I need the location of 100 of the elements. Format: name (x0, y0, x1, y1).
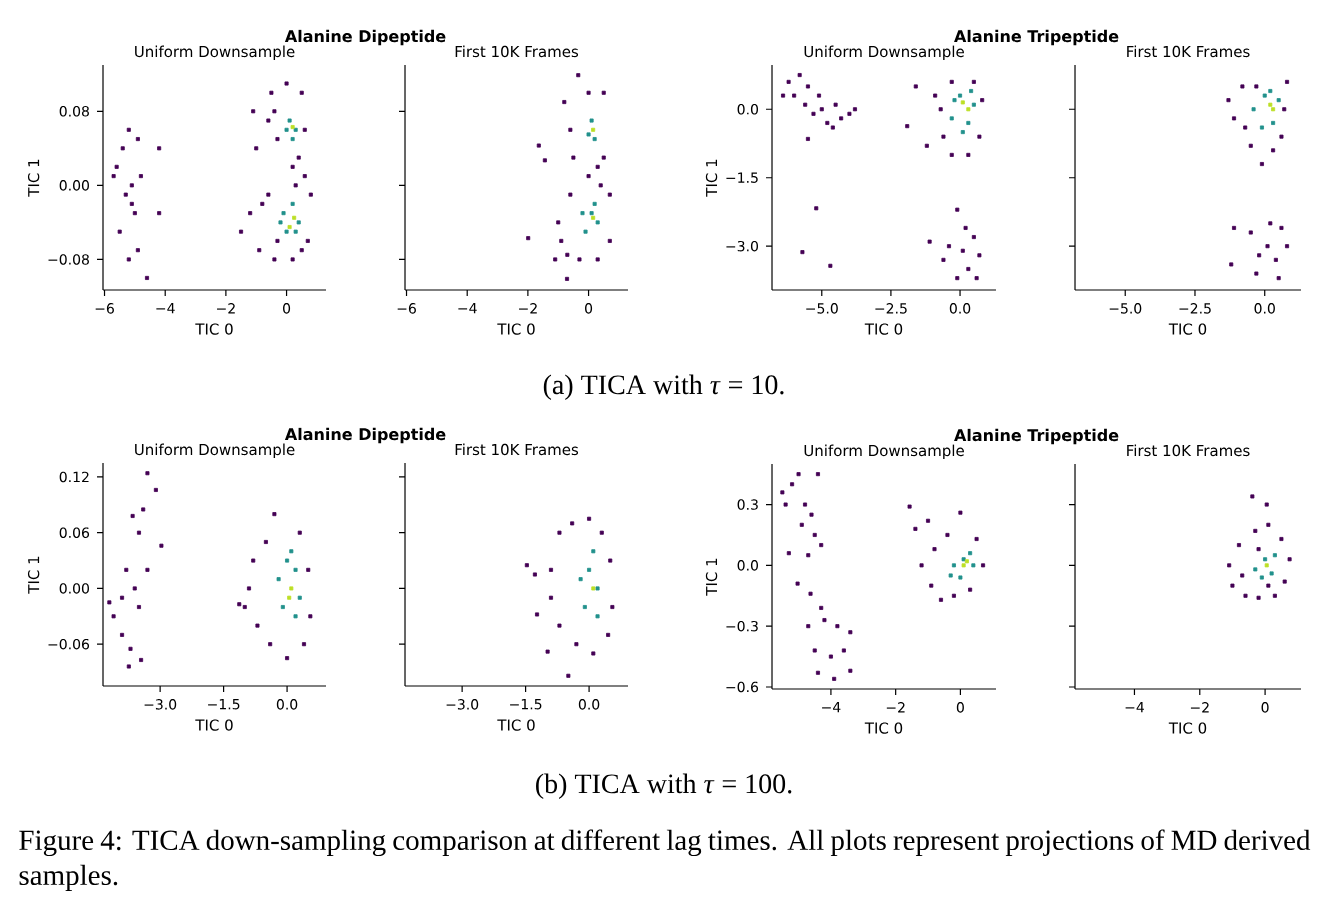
point (287, 118, 292, 123)
point (562, 100, 567, 105)
point (296, 220, 301, 225)
point (302, 127, 307, 132)
point (786, 551, 791, 556)
point (269, 90, 274, 95)
point (278, 220, 283, 225)
point (549, 567, 553, 572)
point (285, 656, 290, 661)
point (610, 605, 615, 610)
point (542, 158, 547, 163)
point (595, 586, 600, 591)
point (963, 225, 968, 230)
point (129, 201, 134, 206)
point (941, 134, 946, 139)
point (290, 164, 295, 169)
point (111, 614, 116, 619)
y-tick-label: 0.3 (737, 499, 758, 510)
point (239, 229, 244, 234)
point (795, 581, 800, 586)
x-tick-label: 0.0 (949, 303, 971, 314)
point (1240, 84, 1245, 89)
point (145, 567, 150, 572)
point (535, 612, 540, 617)
text: Alanine Tripeptide (954, 29, 1119, 46)
point (107, 600, 112, 605)
point (272, 512, 277, 517)
point (284, 229, 289, 234)
point (589, 118, 594, 123)
point (1259, 575, 1264, 580)
point (532, 572, 537, 577)
point (812, 532, 817, 537)
y-tick-label: −0.06 (48, 638, 90, 650)
point (1279, 225, 1284, 230)
point (1282, 107, 1287, 112)
point (587, 516, 592, 521)
point (1272, 553, 1277, 558)
point (806, 624, 811, 629)
point (1269, 571, 1274, 576)
point (792, 93, 797, 98)
point (938, 107, 943, 112)
point (586, 174, 591, 179)
point (153, 487, 158, 492)
point (809, 512, 814, 517)
point (580, 211, 585, 216)
point (817, 93, 822, 98)
point (790, 482, 795, 487)
point (285, 558, 290, 563)
point (960, 130, 965, 135)
point (819, 107, 824, 112)
point (803, 502, 808, 507)
point (591, 549, 596, 554)
point (586, 132, 591, 137)
point (595, 257, 600, 262)
x-tick-label: −1.5 (510, 699, 542, 710)
point (607, 192, 612, 197)
x-tick-label: 0.0 (276, 699, 298, 710)
point (1279, 134, 1284, 139)
point (852, 107, 857, 112)
point (111, 174, 116, 179)
point (980, 98, 985, 103)
point (272, 109, 277, 114)
point (1226, 98, 1231, 103)
point (591, 586, 596, 591)
point (132, 211, 137, 216)
point (568, 192, 573, 197)
point (955, 276, 960, 281)
point (835, 624, 840, 629)
y-tick-label: −1.5 (726, 172, 758, 183)
point (582, 605, 587, 610)
point (803, 102, 808, 107)
point (960, 248, 965, 253)
point (1240, 573, 1245, 578)
point (833, 102, 838, 107)
point (591, 127, 596, 132)
point (578, 577, 583, 582)
point (971, 563, 976, 568)
y-axis-title: TIC 1 (27, 159, 40, 197)
point (1250, 494, 1255, 499)
point (293, 614, 298, 619)
point (1251, 107, 1256, 112)
point (591, 215, 596, 220)
point (786, 79, 791, 84)
point (927, 239, 932, 244)
point (296, 155, 301, 160)
y-tick-label: −0.3 (726, 620, 758, 632)
point (248, 211, 253, 216)
x-tick-label: −4 (156, 303, 175, 314)
point (299, 248, 304, 253)
point (305, 238, 310, 243)
point (1266, 522, 1271, 527)
point (805, 84, 810, 89)
point (819, 605, 824, 610)
point (1232, 116, 1237, 121)
point (557, 530, 562, 535)
point (1271, 120, 1276, 125)
x-tick-label: 0 (956, 702, 964, 713)
point (251, 558, 256, 563)
point (811, 111, 816, 116)
chart-subtitle: Uniform Downsample (135, 443, 295, 459)
